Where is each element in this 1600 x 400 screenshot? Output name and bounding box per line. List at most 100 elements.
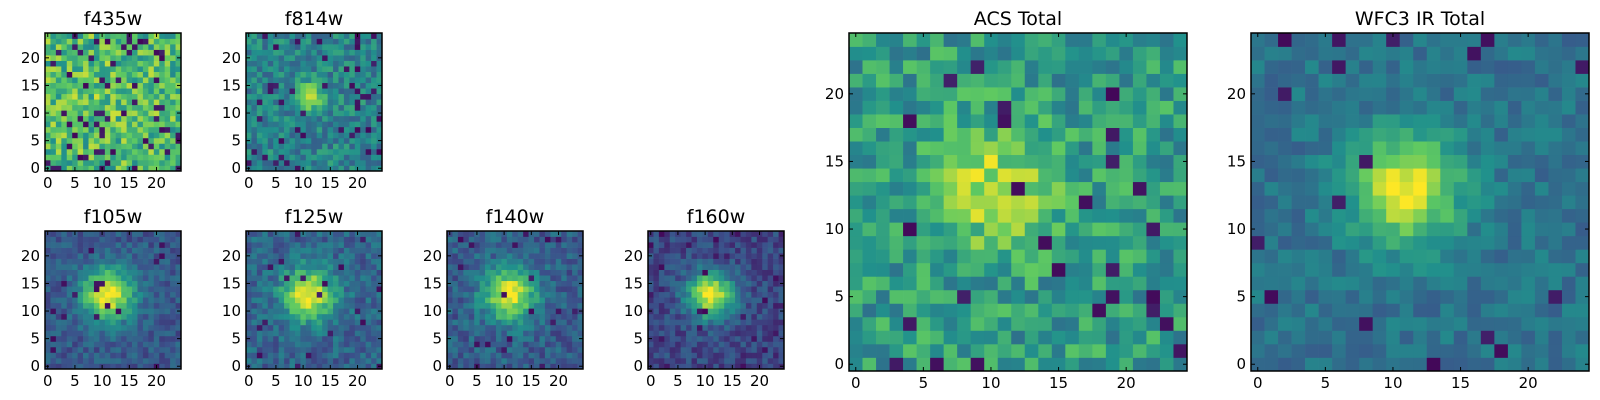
heatmap-cell xyxy=(88,55,95,61)
heatmap-cell xyxy=(577,231,584,237)
heatmap-cell xyxy=(93,335,100,342)
heatmap-cell xyxy=(72,269,78,276)
heatmap-cell xyxy=(93,286,100,293)
y-tick-label: 10 xyxy=(423,302,442,320)
heatmap-cell xyxy=(1305,330,1319,345)
heatmap-cell xyxy=(289,93,296,100)
heatmap-cell xyxy=(132,33,138,39)
heatmap-cell xyxy=(45,291,51,298)
heatmap-cell xyxy=(349,280,356,287)
heatmap-cell xyxy=(164,275,171,282)
heatmap-cell xyxy=(360,363,367,370)
heatmap-cell xyxy=(572,275,578,282)
heatmap-cell xyxy=(121,71,127,78)
heatmap-cell xyxy=(256,115,263,122)
heatmap-cell xyxy=(664,258,671,265)
heatmap-cell xyxy=(110,159,117,166)
heatmap-cell xyxy=(316,104,323,111)
heatmap-cell xyxy=(88,110,95,117)
heatmap-cell xyxy=(1264,195,1279,210)
heatmap-cell xyxy=(1386,330,1401,345)
heatmap-cell xyxy=(984,262,999,277)
heatmap-cell xyxy=(246,330,252,337)
heatmap-cell xyxy=(1467,316,1482,331)
heatmap-cell xyxy=(50,143,57,150)
heatmap-cell xyxy=(724,313,730,320)
heatmap-cell xyxy=(83,88,89,95)
heatmap-cell xyxy=(702,352,709,359)
heatmap-cell xyxy=(289,143,296,150)
heatmap-cell xyxy=(327,77,334,84)
heatmap-cell xyxy=(360,159,367,166)
heatmap-cell xyxy=(457,308,464,315)
heatmap-cell xyxy=(756,352,763,359)
heatmap-cell xyxy=(294,324,301,331)
heatmap-cell xyxy=(1105,168,1120,183)
heatmap-cell xyxy=(707,286,714,293)
heatmap-cell xyxy=(889,289,904,304)
heatmap-cell xyxy=(72,253,78,259)
heatmap-cell xyxy=(696,297,703,304)
heatmap-cell xyxy=(110,66,117,72)
heatmap-cell xyxy=(121,110,127,117)
heatmap-cell xyxy=(474,247,480,254)
heatmap-cell xyxy=(1078,303,1093,318)
heatmap-cell xyxy=(50,258,57,265)
heatmap-cell xyxy=(322,346,328,353)
heatmap-cell xyxy=(371,363,377,370)
heatmap-cell xyxy=(1051,33,1066,47)
heatmap-cell xyxy=(322,330,328,337)
heatmap-cell xyxy=(311,341,318,348)
heatmap-cell xyxy=(349,341,356,348)
heatmap-cell xyxy=(294,253,301,259)
heatmap-cell xyxy=(121,363,127,370)
heatmap-cell xyxy=(365,247,372,254)
heatmap-cell xyxy=(246,66,252,72)
heatmap-cell xyxy=(137,115,144,122)
heatmap-cell xyxy=(278,324,285,331)
heatmap-cell xyxy=(984,114,999,128)
heatmap-cell xyxy=(311,165,318,172)
heatmap-cell xyxy=(360,269,367,276)
heatmap-cell xyxy=(930,262,944,277)
heatmap-cell xyxy=(664,346,671,353)
heatmap-cell xyxy=(61,258,68,265)
heatmap-cell xyxy=(262,66,269,72)
heatmap-cell xyxy=(696,313,703,320)
heatmap-cell xyxy=(457,253,464,259)
heatmap-cell xyxy=(55,60,62,67)
heatmap-cell xyxy=(512,352,519,359)
heatmap-cell xyxy=(1146,262,1161,277)
heatmap-cell xyxy=(284,346,290,353)
heatmap-cell xyxy=(495,313,502,320)
heatmap-cell xyxy=(707,247,714,254)
x-tick-label: 15 xyxy=(522,372,541,390)
heatmap-cell xyxy=(311,38,318,45)
heatmap-cell xyxy=(289,286,296,293)
heatmap-cell xyxy=(115,159,122,166)
heatmap-cell xyxy=(327,286,334,293)
heatmap-cell xyxy=(506,269,513,276)
heatmap-cell xyxy=(490,352,497,359)
heatmap-cell xyxy=(316,99,323,106)
heatmap-cell xyxy=(1561,276,1576,291)
heatmap-cell xyxy=(110,275,117,282)
heatmap-cell xyxy=(311,159,318,166)
heatmap-cell xyxy=(278,247,285,254)
heatmap-cell xyxy=(115,132,122,139)
heatmap-cell xyxy=(83,44,89,50)
heatmap-cell xyxy=(468,247,475,254)
heatmap-cell xyxy=(148,330,155,337)
heatmap-cell xyxy=(284,82,290,89)
heatmap-cell xyxy=(1318,330,1333,345)
heatmap-cell xyxy=(767,313,774,320)
heatmap-cell xyxy=(1359,222,1374,237)
heatmap-cell xyxy=(343,77,350,84)
heatmap-cell xyxy=(1092,357,1107,372)
heatmap-cell xyxy=(889,249,904,264)
heatmap-cell xyxy=(773,335,779,342)
heatmap-cell xyxy=(724,319,730,326)
heatmap-cell xyxy=(72,38,78,45)
heatmap-cell xyxy=(550,363,557,370)
heatmap-cell xyxy=(66,126,73,133)
